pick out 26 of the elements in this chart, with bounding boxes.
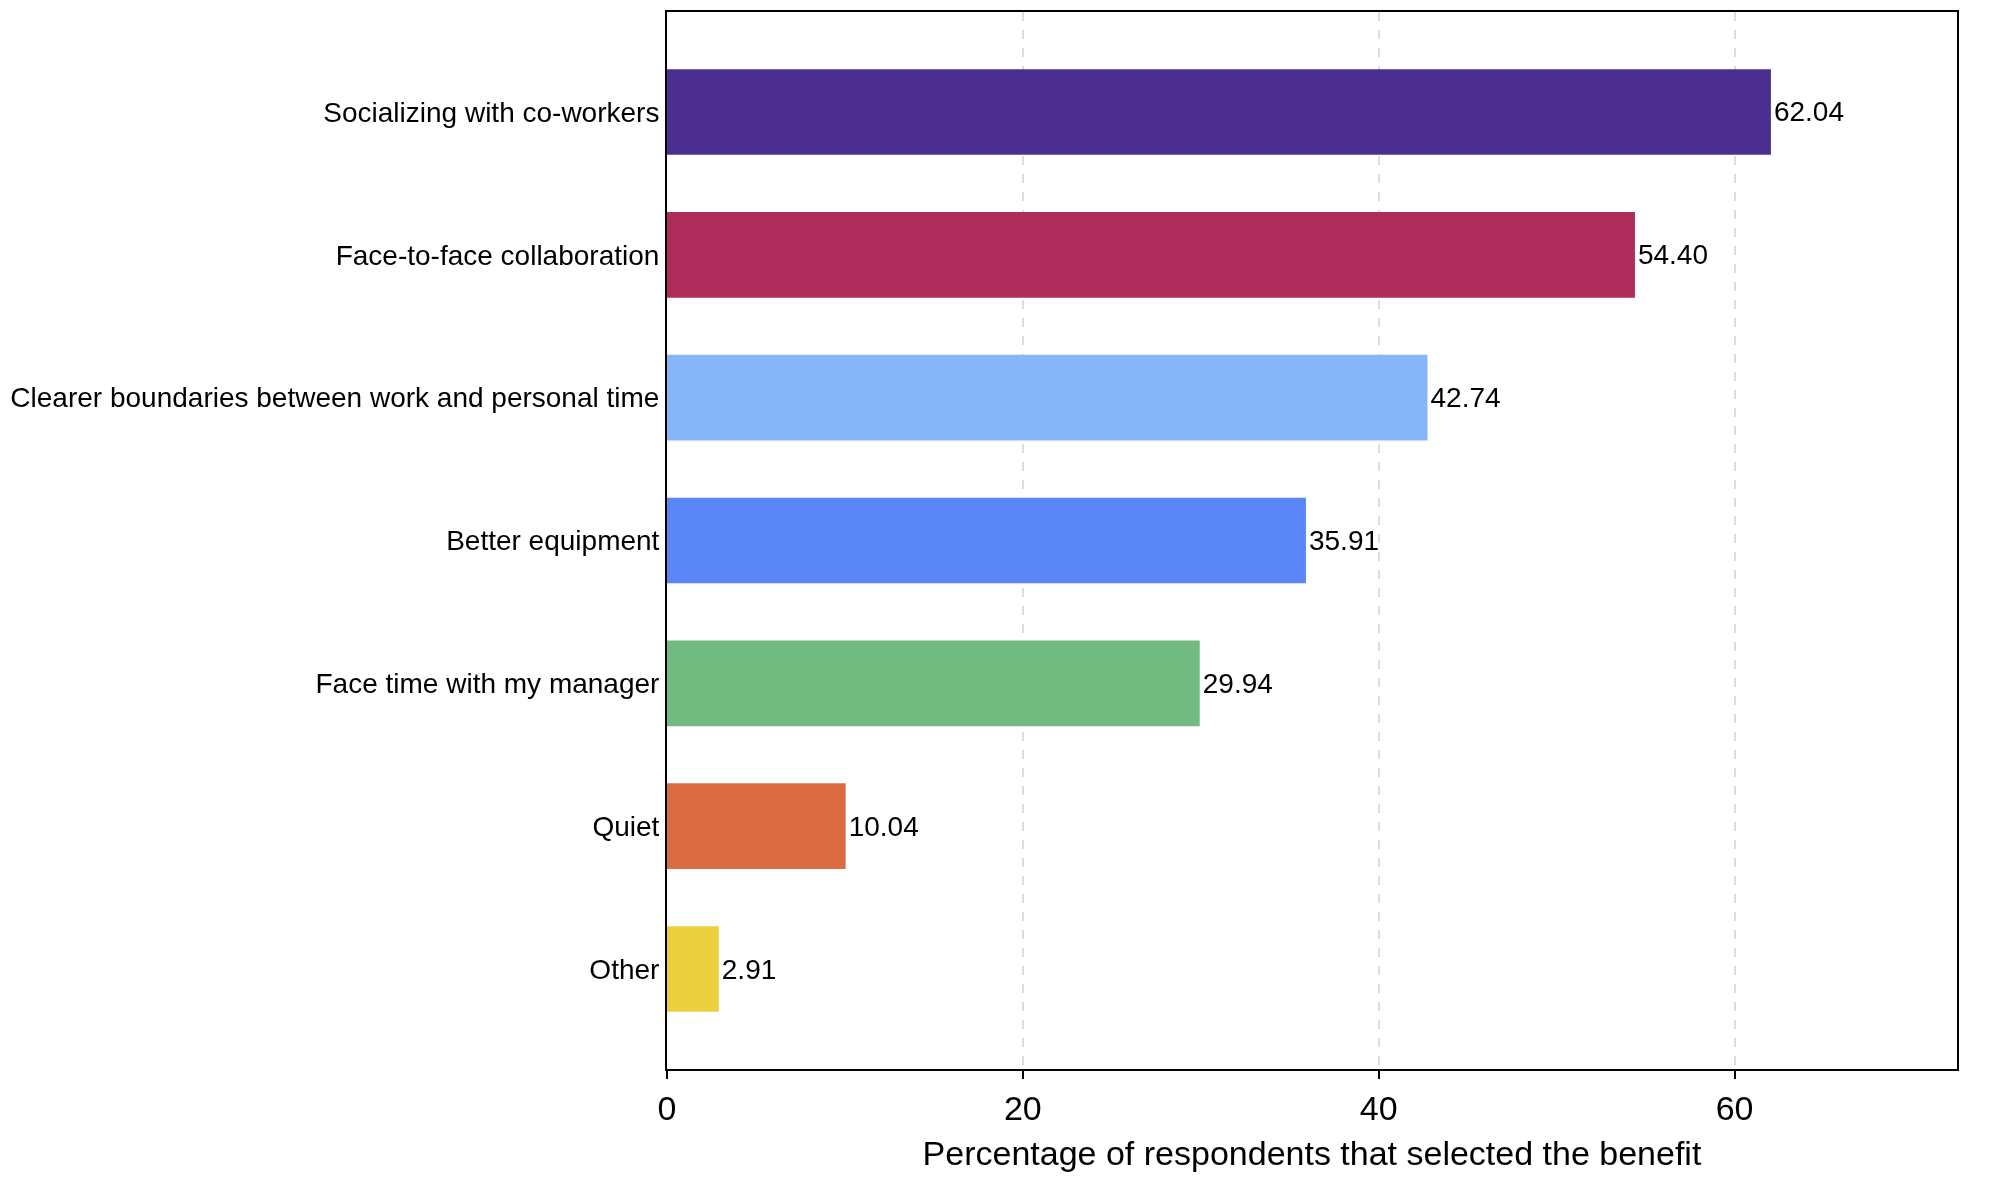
y-tick-label: Clearer boundaries between work and personal time — [10, 382, 660, 414]
y-tick-label: Face time with my manager — [315, 668, 660, 700]
bar — [667, 354, 1428, 441]
data-label: 10.04 — [848, 810, 919, 842]
data-label: 2.91 — [721, 953, 777, 985]
y-tick-label: Better equipment — [446, 525, 660, 557]
bar — [667, 69, 1771, 155]
data-label: 42.74 — [1430, 382, 1501, 414]
x-tick-label: 60 — [1715, 1088, 1754, 1127]
bar — [667, 783, 846, 870]
y-tick-label: Quiet — [592, 810, 660, 842]
x-tick-label: 0 — [657, 1088, 677, 1127]
data-label: 35.91 — [1308, 525, 1380, 556]
bar — [667, 640, 1200, 727]
x-axis-title: Percentage of respondents that selected the benefit — [922, 1133, 1702, 1172]
data-label: 62.04 — [1773, 96, 1844, 128]
data-label: 54.40 — [1637, 239, 1709, 271]
y-tick-label: Socializing with co-workers — [323, 96, 660, 128]
bar — [667, 497, 1306, 584]
x-tick-label: 40 — [1359, 1088, 1398, 1127]
x-tick-label: 20 — [1003, 1088, 1042, 1127]
data-label: 29.94 — [1202, 667, 1273, 699]
y-tick-label: Other — [589, 953, 660, 985]
y-tick-label: Face-to-face collaboration — [335, 239, 660, 271]
bar — [667, 926, 719, 1012]
bar — [667, 211, 1635, 298]
